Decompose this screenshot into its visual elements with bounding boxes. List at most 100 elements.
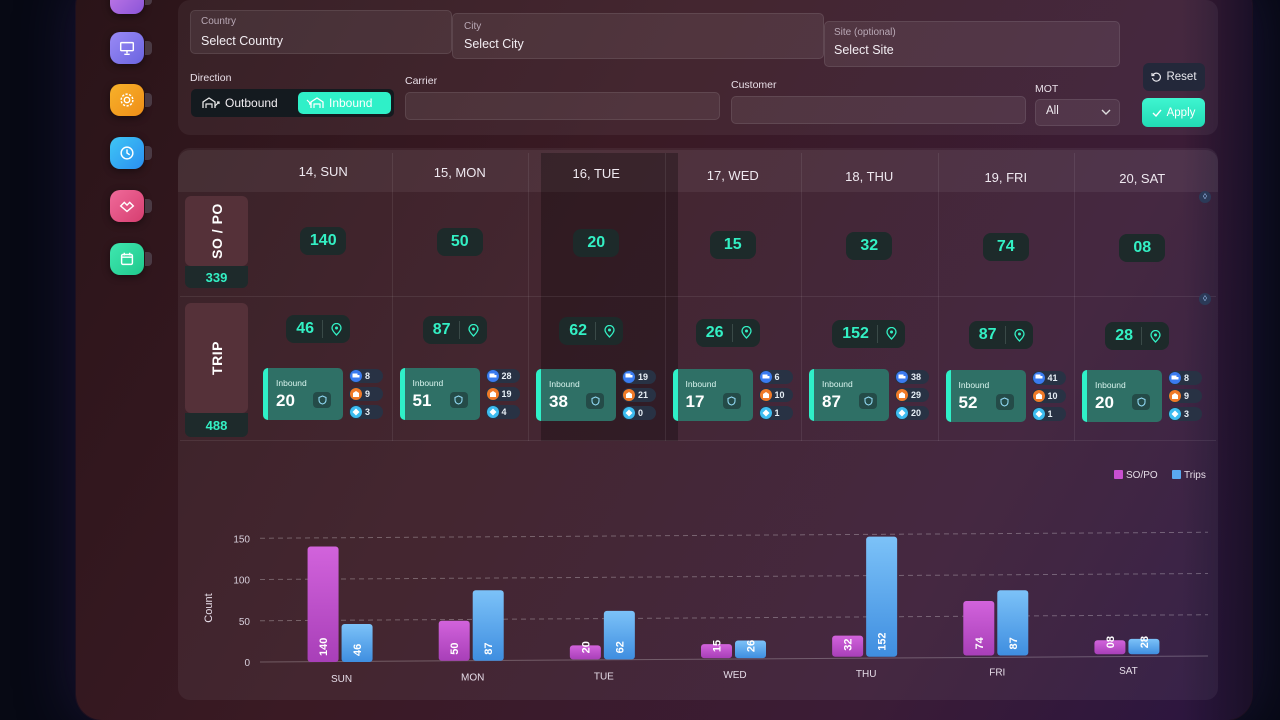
- trip-row-label: TRIP: [185, 303, 248, 413]
- calendar-icon[interactable]: [110, 243, 152, 275]
- warehouse-icon: [486, 388, 499, 401]
- trip-count: 87: [978, 326, 997, 343]
- trip-count: 152: [842, 324, 869, 342]
- so-po-count: 32: [846, 231, 893, 260]
- trip-count-pill[interactable]: 28: [1105, 322, 1170, 351]
- inbound-card[interactable]: Inbound 20: [1082, 370, 1162, 423]
- warehouse-count-chip: 29: [895, 388, 929, 403]
- so-po-row-label: SO / PO: [185, 196, 248, 266]
- inbound-card[interactable]: Inbound 52: [945, 369, 1026, 422]
- gridline: [259, 655, 1209, 663]
- x-tick-label: SAT: [1119, 666, 1138, 677]
- inbound-card[interactable]: Inbound 87: [809, 369, 889, 422]
- pill-divider: [1004, 326, 1006, 344]
- warehouse-out-icon: [202, 97, 220, 108]
- inbound-label: Inbound: [329, 96, 373, 110]
- inbound-card[interactable]: Inbound 20: [263, 368, 343, 420]
- grid-col-divider: [937, 153, 939, 441]
- app-frame: [76, 0, 1252, 720]
- day-header-1[interactable]: 15, MON: [433, 165, 486, 181]
- bar-value-label: 15: [712, 640, 724, 652]
- pill-divider: [322, 320, 324, 338]
- grid-col-divider: [391, 153, 393, 441]
- trip-total: 488: [185, 413, 248, 437]
- truck-count-chip: 41: [1031, 370, 1066, 385]
- truck-count-chip-value: 28: [501, 371, 512, 382]
- so-po-count: 50: [436, 228, 483, 257]
- rail-app-icon[interactable]: [110, 0, 152, 14]
- y-tick-label: 150: [233, 534, 250, 545]
- customer-input[interactable]: [731, 96, 1026, 124]
- cross-dock-count-chip-value: 3: [365, 407, 371, 417]
- reset-button[interactable]: Reset: [1143, 63, 1205, 91]
- legend-swatch-so-po: [1114, 470, 1123, 479]
- trip-count: 46: [296, 320, 315, 337]
- shield-icon: [586, 392, 604, 409]
- inbound-option[interactable]: Inbound: [298, 92, 391, 114]
- site-select[interactable]: [824, 21, 1120, 67]
- inbound-card[interactable]: Inbound 38: [536, 368, 616, 421]
- outbound-option[interactable]: Outbound: [194, 92, 294, 114]
- presentation-icon[interactable]: [110, 32, 152, 64]
- warehouse-count-chip-value: 10: [1047, 390, 1058, 401]
- bar-value-label: 140: [318, 638, 330, 656]
- mot-select[interactable]: [1035, 99, 1120, 126]
- clock-check-icon[interactable]: [110, 137, 152, 169]
- trip-count: 87: [432, 321, 451, 339]
- gridline: [259, 614, 1209, 622]
- cross-dock-count-chip: 3: [349, 405, 383, 419]
- pill-divider: [595, 322, 597, 341]
- bar-value-label: 152: [877, 632, 889, 650]
- collapse-toggle-icon[interactable]: ◊: [1199, 293, 1211, 305]
- trip-count: 62: [569, 322, 588, 340]
- trip-count-pill[interactable]: 87: [968, 321, 1033, 349]
- bar-value-label: 74: [974, 636, 986, 649]
- warehouse-in-icon: [306, 97, 324, 108]
- trip-count-pill[interactable]: 87: [422, 316, 487, 345]
- day-header-4[interactable]: 18, THU: [845, 168, 894, 184]
- handshake-icon[interactable]: [110, 190, 152, 222]
- collapse-toggle-icon[interactable]: ◊: [1199, 191, 1211, 203]
- so-po-total: 339: [185, 266, 248, 288]
- inbound-card[interactable]: Inbound 51: [399, 368, 480, 421]
- warehouse-count-chip-value: 19: [501, 389, 512, 400]
- warehouse-icon: [896, 389, 908, 402]
- trip-count-pill[interactable]: 26: [695, 318, 760, 347]
- day-header-6[interactable]: 20, SAT: [1119, 171, 1166, 187]
- trip-count-pill[interactable]: 46: [286, 315, 351, 343]
- day-header-2[interactable]: 16, TUE: [572, 166, 620, 182]
- trip-count-pill[interactable]: 62: [559, 317, 624, 346]
- y-axis-label: Count: [203, 593, 215, 622]
- apply-button[interactable]: Apply: [1142, 98, 1205, 127]
- trip-count-pill[interactable]: 152: [832, 319, 905, 348]
- trips-bar: [735, 640, 766, 659]
- day-header-0[interactable]: 14, SUN: [298, 164, 348, 179]
- inbound-card-count: 38: [549, 391, 568, 411]
- y-tick-label: 50: [239, 617, 251, 628]
- warehouse-count-chip-value: 29: [911, 390, 922, 401]
- pill-divider: [1141, 327, 1143, 346]
- day-header-5[interactable]: 19, FRI: [984, 170, 1028, 185]
- pill-divider: [731, 323, 733, 342]
- site-value: Select Site: [834, 43, 894, 57]
- truck-count-chip-value: 8: [1184, 373, 1190, 384]
- warehouse-count-chip-value: 10: [774, 390, 785, 401]
- inbound-card-label: Inbound: [958, 379, 990, 390]
- city-select[interactable]: [452, 13, 824, 59]
- cross-dock-count-chip-value: 1: [774, 408, 780, 419]
- mot-value: All: [1046, 105, 1059, 117]
- direction-label: Direction: [190, 72, 232, 84]
- so-po-bar: [701, 644, 732, 659]
- country-caption: Country: [201, 16, 237, 27]
- bar-chart: 0 50 100 150 Count SO/PO Trips 140 46 SUN 50 87 MON 2…: [203, 470, 1209, 685]
- gear-icon[interactable]: [110, 84, 152, 116]
- x-tick-label: SUN: [331, 674, 352, 685]
- bar-value-label: 46: [352, 644, 364, 656]
- cross-dock-count-chip: 1: [758, 406, 793, 421]
- carrier-input[interactable]: [405, 92, 720, 120]
- country-select[interactable]: [190, 10, 452, 54]
- day-header-3[interactable]: 17, WED: [706, 167, 759, 183]
- cross-dock-icon: [1169, 408, 1181, 421]
- inbound-card[interactable]: Inbound 17: [672, 369, 753, 422]
- warehouse-icon: [350, 388, 362, 400]
